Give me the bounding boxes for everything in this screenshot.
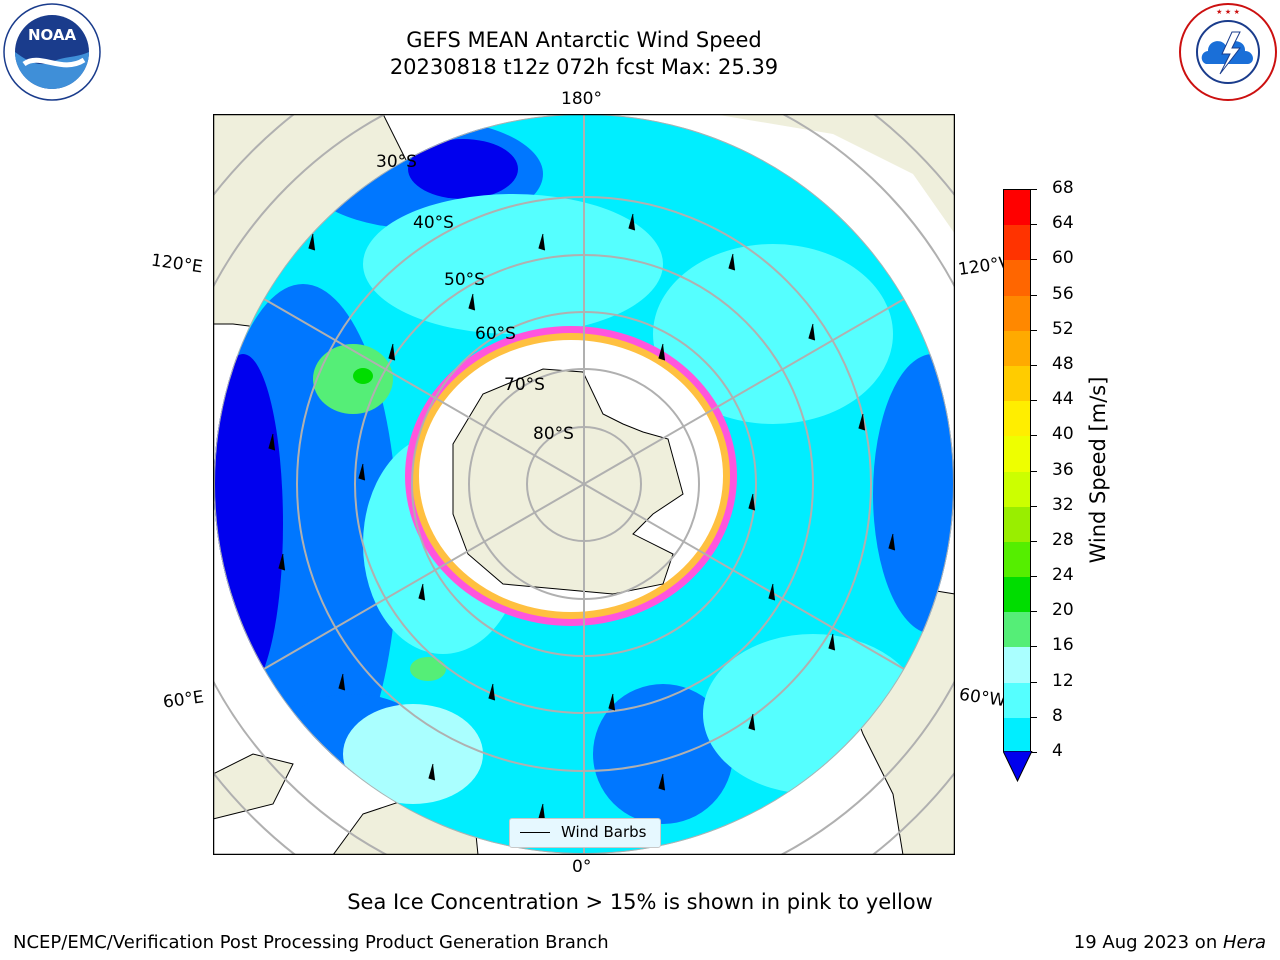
colorbar-bin	[1004, 717, 1030, 754]
wind-barbs	[268, 213, 896, 821]
colorbar-bin	[1004, 365, 1030, 402]
colorbar-tick-label: 64	[1052, 213, 1074, 234]
footer-run-info: 19 Aug 2023 on Hera	[1074, 932, 1266, 953]
colorbar-tick-mark	[1031, 576, 1037, 578]
colorbar-tick-mark	[1031, 752, 1037, 753]
colorbar-bin	[1004, 682, 1030, 719]
colorbar	[1003, 189, 1031, 754]
lon-label-180: 180°	[561, 89, 602, 109]
colorbar-tick-label: 28	[1052, 529, 1074, 550]
polar-map	[213, 114, 955, 855]
colorbar-bin	[1004, 612, 1030, 648]
colorbar-tick-label: 40	[1052, 424, 1074, 445]
colorbar-tick-mark	[1031, 364, 1037, 366]
sea-ice-note: Sea Ice Concentration > 15% is shown in …	[347, 890, 933, 914]
lat-label-30s: 30°S	[376, 152, 417, 172]
colorbar-tick-mark	[1031, 505, 1037, 507]
lat-lon-grid	[214, 114, 954, 855]
colorbar-bin	[1004, 260, 1030, 297]
lat-label-70s: 70°S	[504, 375, 545, 395]
colorbar-tick-mark	[1031, 470, 1037, 472]
colorbar-tick-mark	[1031, 400, 1037, 402]
colorbar-tick-mark	[1031, 224, 1037, 226]
colorbar-tick-label: 36	[1052, 459, 1074, 480]
colorbar-tick-mark	[1031, 189, 1037, 190]
colorbar-tick-label: 32	[1052, 494, 1074, 515]
lat-label-80s: 80°S	[533, 424, 574, 444]
colorbar-tick-label: 44	[1052, 389, 1074, 410]
legend-label: Wind Barbs	[561, 823, 647, 841]
colorbar-tick-mark	[1031, 646, 1037, 648]
map-frame	[213, 114, 955, 855]
colorbar-tick-mark	[1031, 611, 1037, 613]
colorbar-bin	[1004, 506, 1030, 543]
lon-label-60e: 60°E	[161, 687, 206, 713]
footer-organization: NCEP/EMC/Verification Post Processing Pr…	[13, 932, 609, 953]
chart-title: GEFS MEAN Antarctic Wind Speed	[406, 28, 762, 52]
colorbar-tick-label: 52	[1052, 318, 1074, 339]
lat-label-50s: 50°S	[444, 270, 485, 290]
lon-label-0: 0°	[572, 857, 592, 877]
lat-label-40s: 40°S	[413, 213, 454, 233]
lat-label-60s: 60°S	[475, 324, 516, 344]
colorbar-bin	[1004, 577, 1030, 613]
colorbar-tick-label: 12	[1052, 670, 1074, 691]
noaa-logo-text: NOAA	[28, 26, 77, 44]
colorbar-bin	[1004, 401, 1030, 437]
colorbar-tick-mark	[1031, 540, 1037, 542]
colorbar-tick-label: 8	[1052, 705, 1063, 726]
lon-label-60w: 60°W	[957, 684, 1008, 712]
colorbar-bin	[1004, 330, 1030, 367]
colorbar-tick-label: 24	[1052, 565, 1074, 586]
footer-machine: Hera	[1222, 932, 1266, 953]
colorbar-extend-triangle	[1003, 751, 1033, 783]
colorbar-bin	[1004, 471, 1030, 508]
footer-date: 19 Aug 2023 on	[1073, 932, 1223, 953]
colorbar-tick-mark	[1031, 435, 1037, 437]
colorbar-bin	[1004, 295, 1030, 332]
colorbar-tick-mark	[1031, 681, 1037, 683]
colorbar-bin	[1004, 225, 1030, 261]
colorbar-tick-label: 60	[1052, 248, 1074, 269]
colorbar-tick-mark	[1031, 329, 1037, 331]
noaa-logo-icon: NOAA	[3, 3, 101, 101]
colorbar-bin	[1004, 190, 1030, 226]
colorbar-label: Wind Speed [m/s]	[1086, 376, 1110, 564]
svg-text:★ ★ ★: ★ ★ ★	[1216, 8, 1240, 16]
wind-barb-legend-line	[520, 832, 550, 833]
colorbar-tick-mark	[1031, 259, 1037, 261]
colorbar-bin	[1004, 436, 1030, 472]
colorbar-tick-label: 16	[1052, 635, 1074, 656]
colorbar-tick-label: 48	[1052, 353, 1074, 374]
colorbar-tick-mark	[1031, 716, 1037, 718]
nws-logo-icon: ★ ★ ★	[1179, 3, 1277, 101]
colorbar-tick-label: 20	[1052, 600, 1074, 621]
colorbar-bin	[1004, 541, 1030, 578]
map-legend: Wind Barbs	[509, 818, 661, 848]
colorbar-tick-label: 4	[1052, 741, 1063, 761]
colorbar-bin	[1004, 647, 1030, 684]
chart-subtitle: 20230818 t12z 072h fcst Max: 25.39	[389, 55, 779, 79]
colorbar-tick-label: 56	[1052, 283, 1074, 304]
colorbar-tick-mark	[1031, 294, 1037, 296]
lon-label-120e: 120°E	[149, 250, 204, 278]
colorbar-tick-label: 68	[1052, 178, 1074, 198]
